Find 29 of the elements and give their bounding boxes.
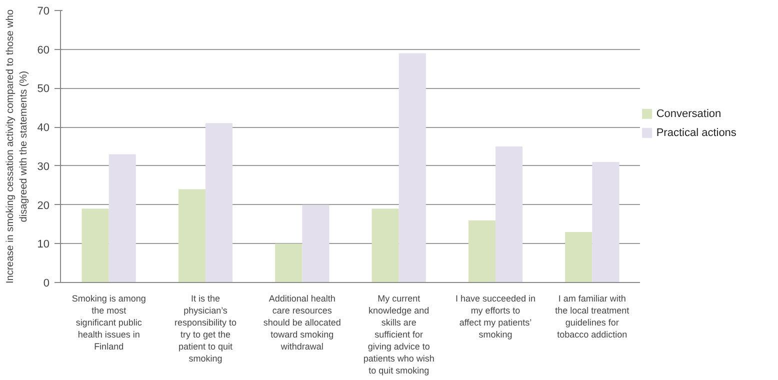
y-tick-label: 30: [37, 160, 50, 173]
bar: [206, 123, 233, 282]
bar: [592, 162, 620, 282]
bar: [468, 220, 496, 282]
bar: [108, 154, 136, 282]
bar: [496, 146, 523, 282]
bar: [398, 53, 426, 282]
y-tick-label: 10: [37, 238, 50, 251]
x-tick-label: I am familiar with the local treatment guidelines for tobacco addiction: [555, 294, 630, 340]
y-tick-label: 70: [37, 6, 50, 18]
bar: [565, 232, 592, 282]
x-tick-label: My current knowledge and skills are sufficient for giving advice to patients who wish to quit smoking: [363, 294, 434, 376]
y-tick-label: 60: [37, 44, 50, 56]
x-tick-label: Smoking is among the most significant public health issues in Finland: [72, 294, 146, 352]
y-tick-label: 20: [37, 200, 50, 212]
y-tick-label: 40: [37, 122, 50, 134]
legend-label: Conversation: [656, 108, 722, 120]
bar: [275, 244, 302, 282]
bar: [302, 204, 330, 282]
x-tick-label: Additional health care resources should be allocated toward smoking withdrawal: [263, 294, 341, 352]
bar: [178, 189, 206, 282]
legend-label: Practical actions: [656, 126, 737, 139]
y-axis-title: Increase in smoking cessation activity compared to those who disagreed with the statements (%): [5, 9, 30, 284]
y-tick-label: 0: [43, 278, 50, 290]
bar: [372, 208, 399, 282]
bar: [82, 208, 109, 282]
x-tick-label: I have succeeded in my efforts to affect my patients’ smoking: [455, 294, 536, 340]
x-tick-label: It is the physician’s responsibility to try to get the patient to quit smoking: [174, 294, 237, 364]
y-tick-label: 50: [37, 83, 50, 96]
